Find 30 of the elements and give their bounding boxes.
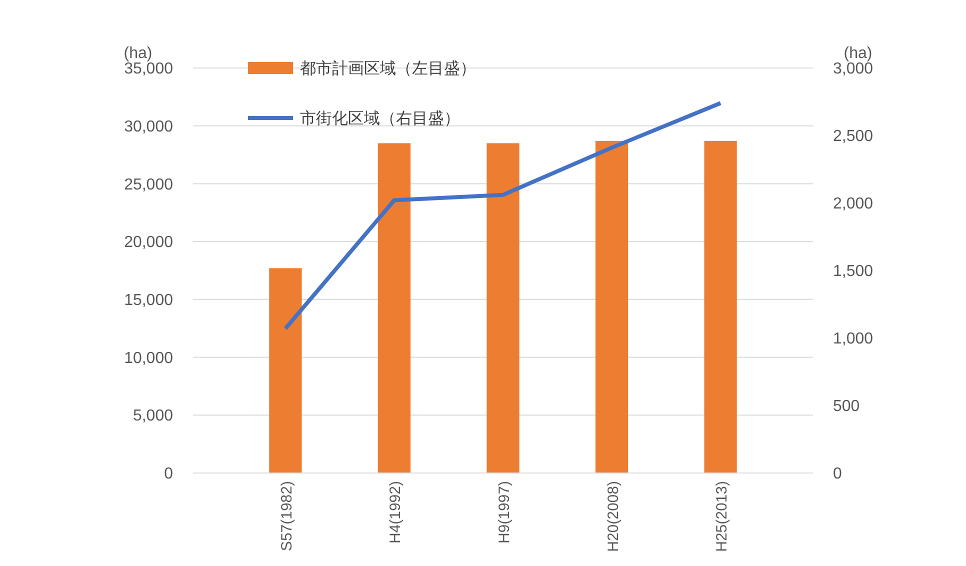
y2-tick-label: 3,000 [833, 60, 874, 78]
y-tick-label: 25,000 [124, 176, 174, 194]
x-tick-label: H20(2008) [604, 481, 622, 552]
y-tick-label: 5,000 [132, 408, 174, 425]
y-tick-label: 30,000 [124, 118, 174, 136]
x-tick-label: H4(1992) [387, 481, 404, 544]
bar [378, 143, 411, 473]
y2-axis-title: (ha) [844, 45, 872, 62]
bar [704, 140, 737, 473]
bar [595, 140, 628, 473]
y-tick-label: 0 [164, 466, 174, 483]
y-tick-label: 20,000 [124, 234, 174, 252]
line-series [283, 101, 723, 331]
y2-tick-label: 500 [833, 398, 860, 416]
y-tick-label: 35,000 [124, 60, 174, 78]
legend-label: 市街化区域（右目盛） [300, 110, 460, 128]
x-tick-label: H9(1997) [496, 481, 513, 544]
y2-tick-label: 1,000 [833, 330, 874, 348]
bar [269, 268, 302, 473]
y2-tick-label: 2,500 [833, 128, 874, 146]
legend-label: 都市計画区域（左目盛） [300, 60, 476, 78]
y2-tick-label: 2,000 [833, 196, 874, 213]
bar [486, 143, 520, 473]
y2-tick-label: 0 [833, 466, 842, 483]
y-axis-title: (ha) [124, 45, 152, 62]
x-tick-label: S57(1982) [278, 481, 296, 552]
y2-tick-label: 1,500 [833, 263, 874, 280]
y-tick-label: 15,000 [124, 292, 174, 310]
x-tick-label: H25(2013) [714, 481, 731, 552]
y-tick-label: 10,000 [124, 350, 174, 367]
